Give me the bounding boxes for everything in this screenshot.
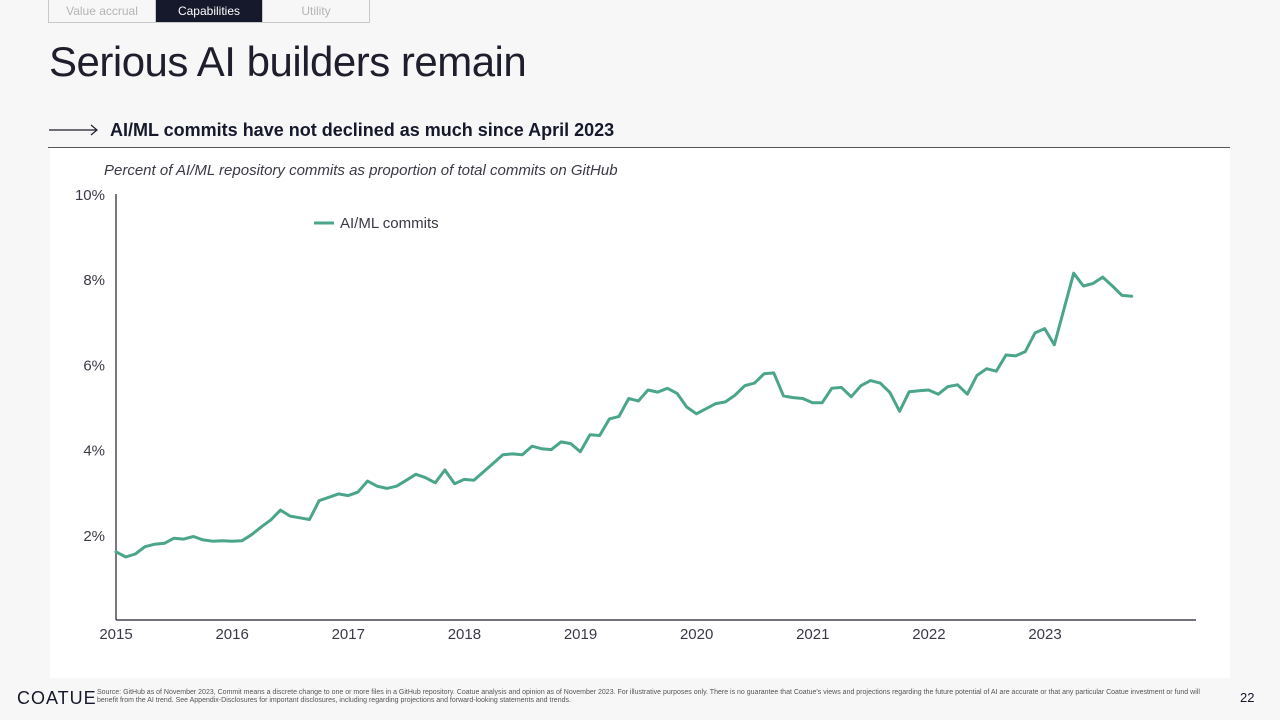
- x-tick-label: 2020: [680, 626, 713, 643]
- y-tick-label: 4%: [83, 443, 105, 460]
- x-tick-label: 2019: [564, 626, 597, 643]
- page-title: Serious AI builders remain: [49, 38, 527, 85]
- takeaway-text: AI/ML commits have not declined as much …: [110, 119, 615, 140]
- coatue-logo: COATUE: [17, 688, 97, 708]
- x-tick-label: 2016: [215, 626, 248, 643]
- tab-value-accrual[interactable]: Value accrual: [49, 0, 155, 22]
- x-tick-label: 2022: [912, 626, 945, 643]
- x-tick-label: 2017: [332, 626, 365, 643]
- x-tick-label: 2018: [448, 626, 481, 643]
- header-divider: [48, 147, 1230, 148]
- chart-panel: [50, 148, 1230, 678]
- key-takeaway: AI/ML commits have not declined as much …: [48, 118, 614, 142]
- y-tick-label: 10%: [75, 187, 105, 204]
- tab-capabilities[interactable]: Capabilities: [155, 0, 262, 22]
- y-tick-label: 6%: [83, 357, 105, 374]
- chart-subtitle: Percent of AI/ML repository commits as p…: [104, 162, 618, 179]
- y-tick-label: 2%: [83, 528, 105, 545]
- legend-label: AI/ML commits: [340, 215, 439, 232]
- source-footnote: Source: GitHub as of November 2023, Comm…: [97, 689, 1200, 704]
- x-tick-label: 2023: [1028, 626, 1061, 643]
- x-tick-label: 2015: [99, 626, 132, 643]
- section-tabs: Value accrual Capabilities Utility: [48, 0, 370, 23]
- x-tick-label: 2021: [796, 626, 829, 643]
- tab-utility[interactable]: Utility: [262, 0, 369, 22]
- series-line-ai-ml-commits: [114, 271, 1134, 559]
- page-number: 22: [1240, 690, 1255, 705]
- y-tick-label: 8%: [83, 272, 105, 289]
- arrow-right-icon: [49, 124, 98, 136]
